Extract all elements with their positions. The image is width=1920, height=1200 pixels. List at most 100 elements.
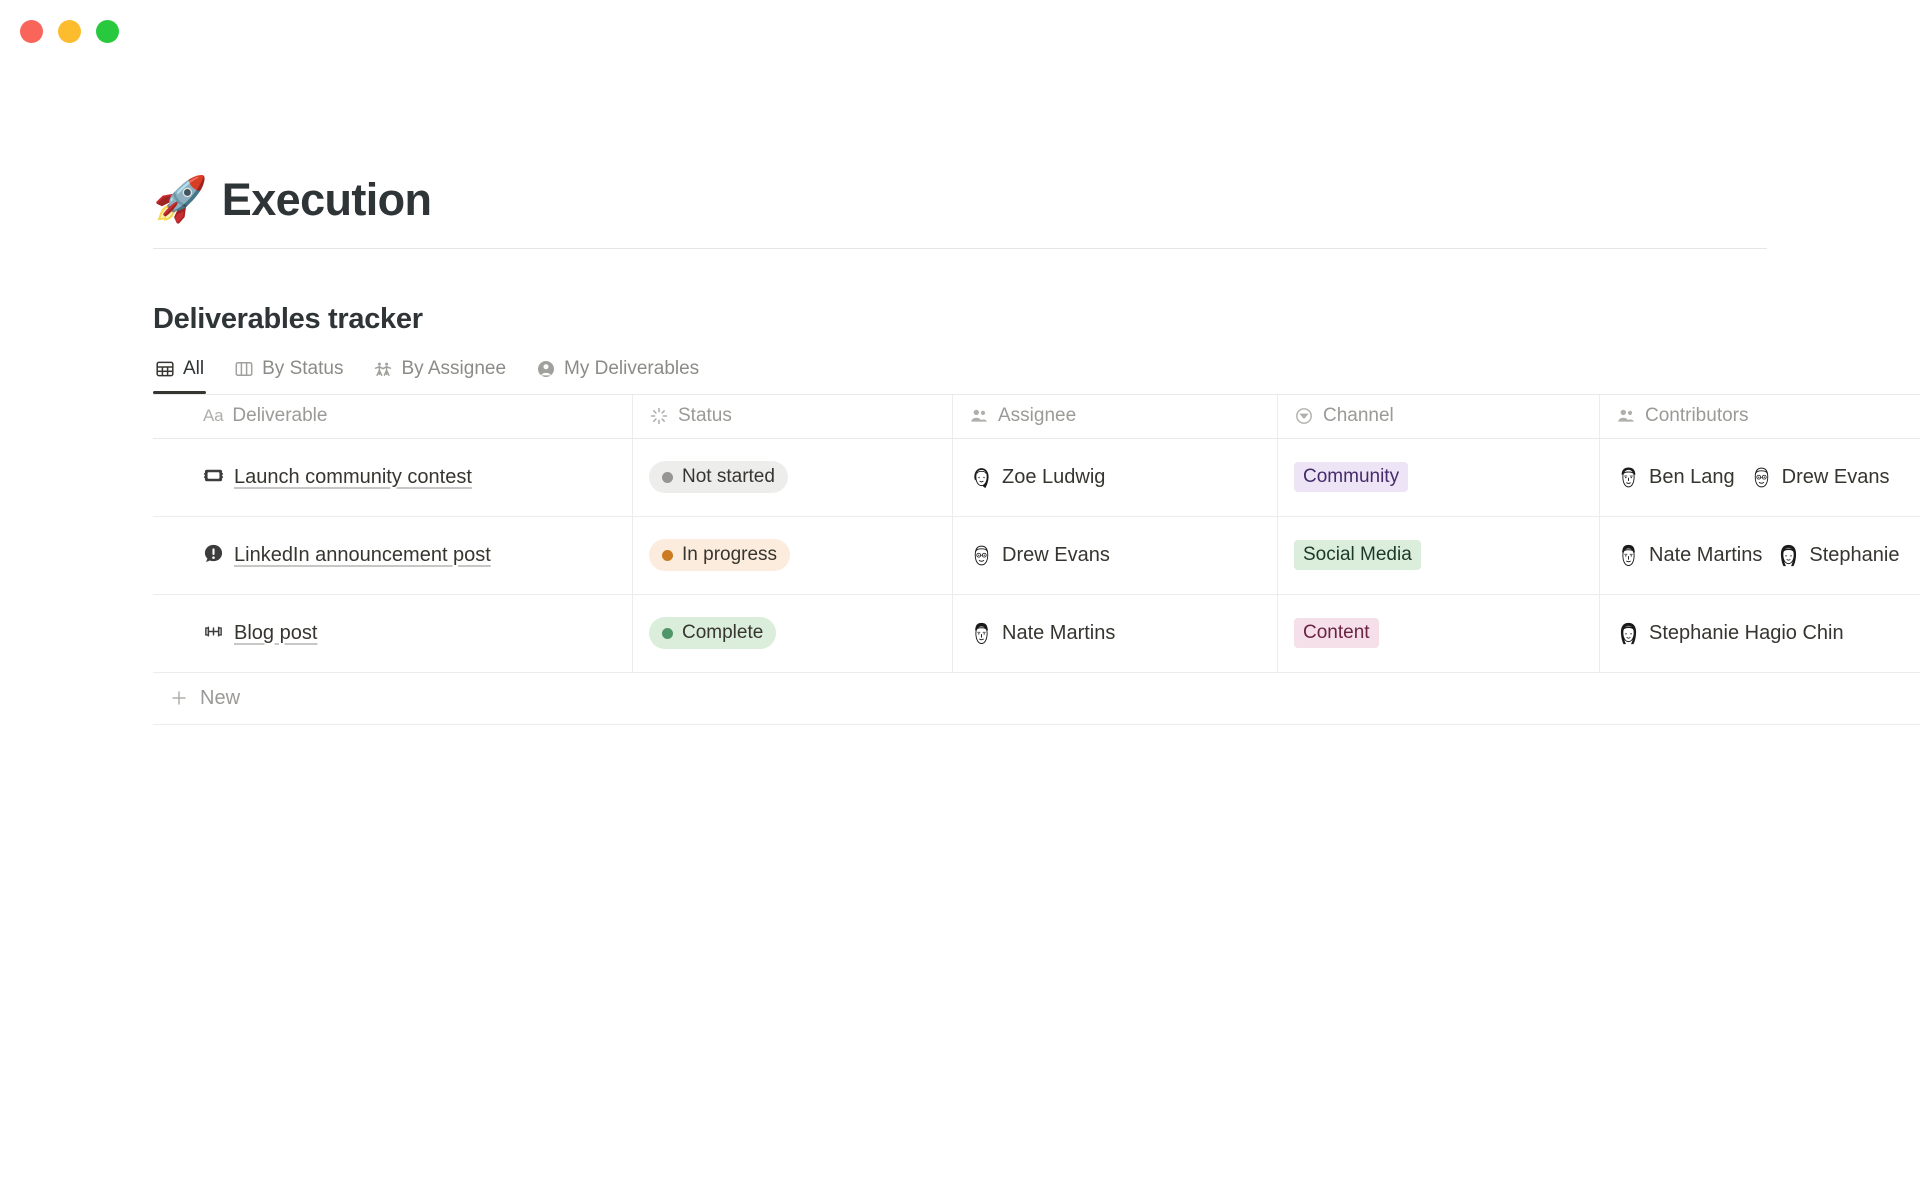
table-body: Launch community contest Not started Zoe … [153, 438, 1920, 673]
tab-my-deliverables[interactable]: My Deliverables [534, 354, 701, 394]
avatar [969, 464, 994, 490]
deliverable-title[interactable]: Blog post [234, 621, 318, 644]
title-divider [153, 247, 1767, 249]
page-title[interactable]: Execution [221, 174, 432, 225]
cell-status[interactable]: In progress [633, 516, 953, 594]
new-row-label: New [200, 686, 241, 709]
channel-badge[interactable]: Content [1294, 618, 1379, 648]
tab-by-status[interactable]: By Status [232, 354, 345, 394]
table-row[interactable]: Launch community contest Not started Zoe … [153, 438, 1920, 517]
column-header-assignee-label: Assignee [998, 405, 1077, 426]
deliverables-database: Deliverables tracker All [153, 303, 1920, 725]
cell-assignee[interactable]: Nate Martins [953, 594, 1278, 672]
contributor-person[interactable]: Nate Martins [1616, 542, 1763, 568]
page-canvas: 🚀 Execution Deliverables tracker [0, 62, 1920, 1200]
column-header-status-label: Status [678, 405, 732, 426]
person-name: Drew Evans [1002, 543, 1110, 566]
contributor-person[interactable]: Stephanie Hagio Chin [1616, 620, 1844, 646]
tab-by-assignee-label: By Assignee [401, 358, 507, 379]
channel-badge[interactable]: Social Media [1294, 540, 1421, 570]
table-icon [155, 359, 175, 379]
assignee-person[interactable]: Drew Evans [969, 542, 1110, 568]
database-title[interactable]: Deliverables tracker [153, 302, 423, 335]
cell-channel[interactable]: Social Media [1278, 516, 1600, 594]
cell-contributors[interactable]: Ben Lang Drew Evans [1600, 439, 1920, 516]
avatar [969, 620, 994, 646]
status-label: Complete [682, 622, 764, 643]
cell-channel[interactable]: Community [1278, 438, 1600, 516]
window-title-bar [0, 0, 1920, 62]
cell-status[interactable]: Complete [633, 594, 953, 672]
deliverables-table: Aa Deliverable [153, 393, 1920, 725]
board-icon [234, 359, 254, 379]
cell-assignee[interactable]: Drew Evans [953, 516, 1278, 594]
table-row[interactable]: LinkedIn announcement post In progress Dr… [153, 516, 1920, 595]
avatar [1776, 542, 1802, 568]
deliverable-title[interactable]: Launch community contest [234, 465, 472, 488]
dumbbell-icon[interactable] [203, 621, 224, 646]
person-name: Nate Martins [1002, 621, 1116, 644]
cell-contributors[interactable]: Nate Martins Stephanie Hagio Chin [1600, 517, 1920, 594]
cell-assignee[interactable]: Zoe Ludwig [953, 438, 1278, 516]
status-badge[interactable]: Complete [649, 617, 777, 649]
column-header-deliverable-label: Deliverable [232, 405, 328, 426]
tab-by-status-label: By Status [262, 358, 344, 379]
window-zoom-button[interactable] [96, 19, 119, 43]
person-name: Stephanie Hagio Chin [1649, 621, 1844, 644]
status-dot-icon [662, 471, 673, 483]
contributor-person[interactable]: Stephanie Hagio Chin [1776, 542, 1904, 568]
status-label: Not started [682, 466, 775, 487]
page-header: 🚀 Execution [153, 175, 1767, 248]
rocket-icon[interactable]: 🚀 [153, 173, 208, 225]
plus-icon [169, 688, 189, 708]
ticket-icon[interactable] [203, 465, 224, 490]
select-chevron-icon [1294, 406, 1314, 426]
person-name: Zoe Ludwig [1002, 465, 1106, 488]
person-icon [1616, 406, 1636, 426]
new-row-button[interactable]: New [153, 673, 1920, 725]
contributor-person[interactable]: Ben Lang [1616, 464, 1735, 490]
window-close-button[interactable] [20, 19, 43, 43]
column-header-channel-label: Channel [1323, 405, 1394, 426]
column-header-status[interactable]: Status [633, 394, 953, 438]
view-tabs: All By Status [153, 354, 1920, 394]
person-name: Nate Martins [1649, 543, 1763, 566]
cell-status[interactable]: Not started [633, 438, 953, 516]
cell-deliverable[interactable]: Blog post [153, 594, 633, 672]
cell-contributors[interactable]: Stephanie Hagio Chin [1600, 595, 1920, 672]
avatar [1616, 542, 1641, 568]
window-minimize-button[interactable] [58, 19, 81, 43]
status-badge[interactable]: Not started [649, 461, 788, 493]
people-group-icon [373, 359, 393, 379]
tab-all[interactable]: All [153, 354, 207, 394]
status-dot-icon [662, 627, 673, 639]
cell-deliverable[interactable]: LinkedIn announcement post [153, 516, 633, 594]
channel-badge[interactable]: Community [1294, 462, 1409, 492]
avatar [1748, 464, 1774, 490]
exclamation-icon[interactable] [203, 543, 224, 568]
page-content: 🚀 Execution Deliverables tracker [153, 175, 1920, 725]
cell-channel[interactable]: Content [1278, 594, 1600, 672]
person-name: Drew Evans [1781, 465, 1890, 488]
person-name: Stephanie Hagio Chin [1809, 543, 1904, 566]
status-badge[interactable]: In progress [649, 539, 791, 571]
table-header-row: Aa Deliverable [153, 394, 1920, 439]
assignee-person[interactable]: Zoe Ludwig [969, 464, 1106, 490]
tab-all-label: All [183, 358, 205, 379]
deliverable-title[interactable]: LinkedIn announcement post [234, 543, 491, 566]
column-header-assignee[interactable]: Assignee [953, 394, 1278, 438]
column-header-contributors[interactable]: Contributors [1600, 395, 1920, 438]
assignee-person[interactable]: Nate Martins [969, 620, 1116, 646]
person-icon [969, 406, 989, 426]
avatar [1616, 464, 1641, 490]
table-row[interactable]: Blog post Complete Nate Martins Content St… [153, 594, 1920, 673]
column-header-channel[interactable]: Channel [1278, 394, 1600, 438]
column-header-deliverable[interactable]: Aa Deliverable [153, 394, 633, 438]
status-spinner-icon [649, 406, 669, 426]
tab-my-deliverables-label: My Deliverables [564, 358, 700, 379]
avatar [969, 542, 994, 568]
person-circle-icon [536, 359, 556, 379]
contributor-person[interactable]: Drew Evans [1748, 464, 1890, 490]
cell-deliverable[interactable]: Launch community contest [153, 438, 633, 516]
tab-by-assignee[interactable]: By Assignee [371, 354, 508, 394]
